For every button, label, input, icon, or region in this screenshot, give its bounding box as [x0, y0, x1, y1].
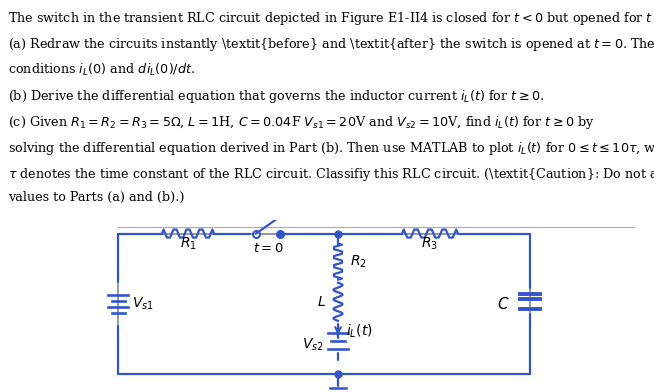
Text: conditions $i_L(0)$ and $di_L(0)/dt$.: conditions $i_L(0)$ and $di_L(0)/dt$.: [8, 62, 196, 78]
Text: $R_1$: $R_1$: [180, 236, 196, 252]
Text: solving the differential equation derived in Part (b). Then use MATLAB to plot $: solving the differential equation derive…: [8, 140, 654, 156]
Text: $V_{s1}$: $V_{s1}$: [132, 296, 154, 312]
Text: (a) Redraw the circuits instantly \textit{before} and \textit{after} the switch : (a) Redraw the circuits instantly \texti…: [8, 36, 654, 53]
Text: $C$: $C$: [498, 296, 510, 312]
Text: $R_2$: $R_2$: [350, 254, 367, 270]
Text: $i_L(t)$: $i_L(t)$: [346, 322, 373, 339]
Text: values to Parts (a) and (b).): values to Parts (a) and (b).): [8, 191, 184, 205]
Text: The switch in the transient RLC circuit depicted in Figure E1-II4 is closed for : The switch in the transient RLC circuit …: [8, 10, 654, 27]
Text: $V_{s2}$: $V_{s2}$: [302, 337, 324, 353]
Text: (c) Given $R_1 = R_2 = R_3 = 5\Omega$, $L = 1$H, $C = 0.04$F $V_{s1} = 20$V and : (c) Given $R_1 = R_2 = R_3 = 5\Omega$, $…: [8, 114, 594, 131]
Text: $t = 0$: $t = 0$: [252, 241, 283, 255]
Bar: [118, 234, 530, 374]
Text: $\tau$ denotes the time constant of the RLC circuit. Classifiy this RLC circuit.: $\tau$ denotes the time constant of the …: [8, 165, 654, 183]
Text: $R_3$: $R_3$: [421, 236, 439, 252]
Text: (b) Derive the differential equation that governs the inductor current $i_L(t)$ : (b) Derive the differential equation tha…: [8, 88, 544, 105]
Text: $L$: $L$: [317, 295, 326, 309]
